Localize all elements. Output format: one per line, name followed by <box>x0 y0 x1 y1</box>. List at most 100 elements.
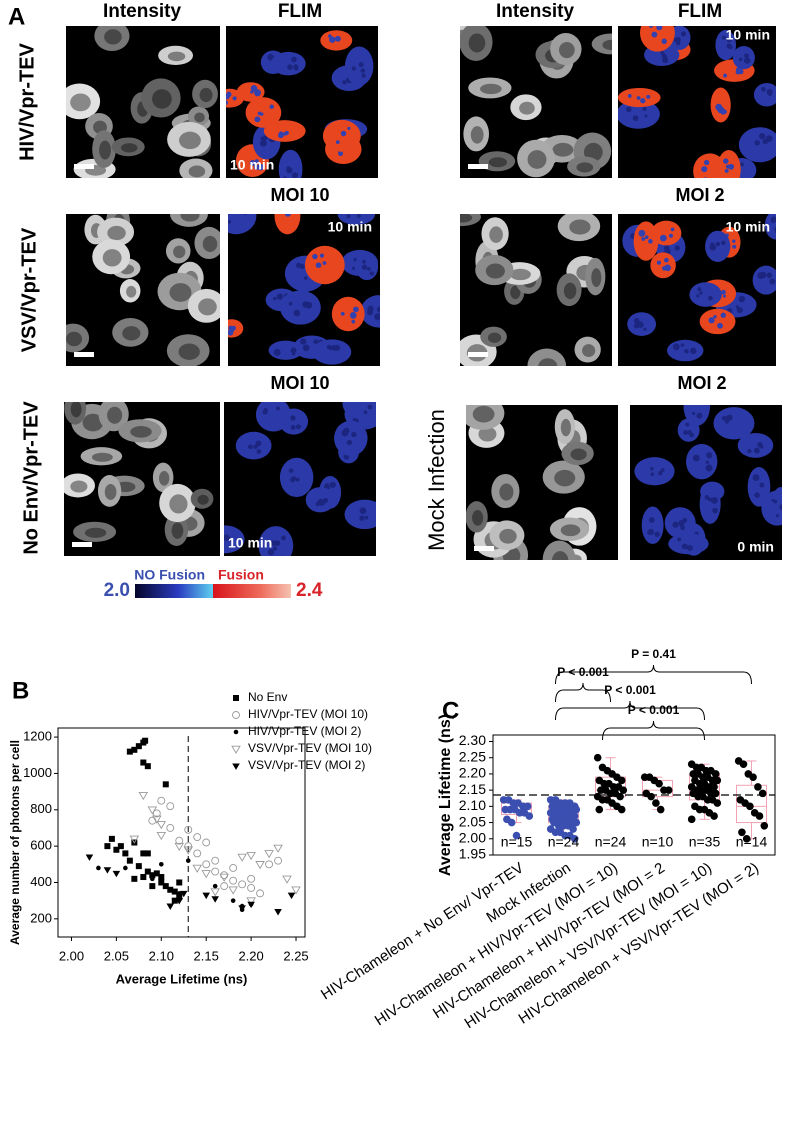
point <box>179 890 188 898</box>
nucleus <box>188 165 206 178</box>
point <box>656 805 665 814</box>
cell <box>274 214 301 235</box>
speckle <box>721 240 726 245</box>
speckle <box>369 271 375 276</box>
nucleus <box>171 522 184 539</box>
cell <box>752 265 776 295</box>
speckle <box>359 515 365 521</box>
speckle <box>257 163 264 171</box>
speckle <box>290 425 296 430</box>
point <box>142 737 149 744</box>
point <box>617 805 626 814</box>
speckle <box>723 73 727 78</box>
micrograph <box>66 214 220 366</box>
box <box>736 784 767 824</box>
time-label: 0 min <box>737 539 774 555</box>
speckle <box>739 162 744 167</box>
speckle <box>330 37 335 42</box>
cell <box>278 149 303 178</box>
speckle <box>288 468 294 474</box>
speckle <box>232 206 236 210</box>
cell <box>699 484 721 524</box>
speckle <box>708 317 715 324</box>
n-label: n=24 <box>595 834 627 850</box>
cell <box>355 402 376 425</box>
speckle <box>722 294 727 298</box>
speckle <box>660 468 665 472</box>
panel-letter: B <box>12 677 29 704</box>
speckle <box>656 26 663 31</box>
legend-label: No Env <box>248 690 287 704</box>
cell <box>263 120 306 142</box>
point <box>140 759 147 766</box>
point <box>149 883 156 890</box>
speckle <box>759 482 765 488</box>
p-value: P < 0.001 <box>604 683 656 697</box>
y-axis-label: Average number of photons per cell <box>8 740 22 945</box>
x-axis-label: Average Lifetime (ns) <box>116 971 248 986</box>
speckle <box>377 397 382 402</box>
speckle <box>249 160 256 166</box>
point <box>152 815 162 824</box>
point <box>233 695 239 701</box>
colorbar-right-label: Fusion <box>218 567 264 583</box>
micrograph <box>64 402 220 556</box>
speckle <box>322 261 327 265</box>
speckle <box>367 267 371 271</box>
speckle <box>724 419 730 424</box>
micrograph <box>66 26 220 178</box>
speckle <box>680 31 687 37</box>
cell <box>304 245 345 285</box>
speckle <box>257 111 262 116</box>
nucleus <box>130 426 152 438</box>
point <box>193 833 202 841</box>
p-value: P < 0.001 <box>628 703 680 717</box>
point <box>140 850 147 857</box>
nucleus <box>126 285 137 298</box>
speckle <box>366 309 374 316</box>
x-tick-label: 2.25 <box>283 948 308 963</box>
nucleus <box>488 157 508 168</box>
point <box>103 867 112 874</box>
speckle <box>290 415 296 421</box>
speckle <box>347 126 351 130</box>
speckle <box>255 440 262 447</box>
nucleus <box>480 83 502 95</box>
cell <box>738 127 776 163</box>
speckle <box>663 245 670 251</box>
speckle <box>267 548 275 556</box>
nucleus <box>576 162 594 173</box>
speckle <box>287 64 293 70</box>
speckle <box>758 133 766 140</box>
point <box>144 850 151 857</box>
micrograph <box>618 26 776 178</box>
speckle <box>711 497 718 504</box>
moi-label: MOI 10 <box>270 373 329 393</box>
point <box>713 776 722 785</box>
speckle <box>253 444 258 449</box>
speckle <box>284 209 289 214</box>
cell <box>270 51 306 76</box>
speckle <box>715 241 721 247</box>
time-label: 10 min <box>328 219 372 235</box>
speckle <box>726 37 732 43</box>
speckle <box>744 53 749 59</box>
point <box>711 789 720 798</box>
speckle <box>766 272 773 279</box>
speckle <box>648 239 653 244</box>
y-tick-label: 1200 <box>23 729 52 744</box>
nucleus <box>107 406 123 424</box>
point <box>108 835 115 842</box>
point <box>176 891 182 896</box>
speckle <box>243 208 247 212</box>
row-label: Mock Infection <box>424 409 449 551</box>
speckle <box>248 444 253 450</box>
nucleus <box>591 268 602 287</box>
cell <box>527 348 567 366</box>
speckle <box>376 405 381 410</box>
point <box>507 818 516 827</box>
speckle <box>650 466 654 471</box>
speckle <box>662 57 669 64</box>
speckle <box>360 68 366 73</box>
point <box>144 763 151 770</box>
